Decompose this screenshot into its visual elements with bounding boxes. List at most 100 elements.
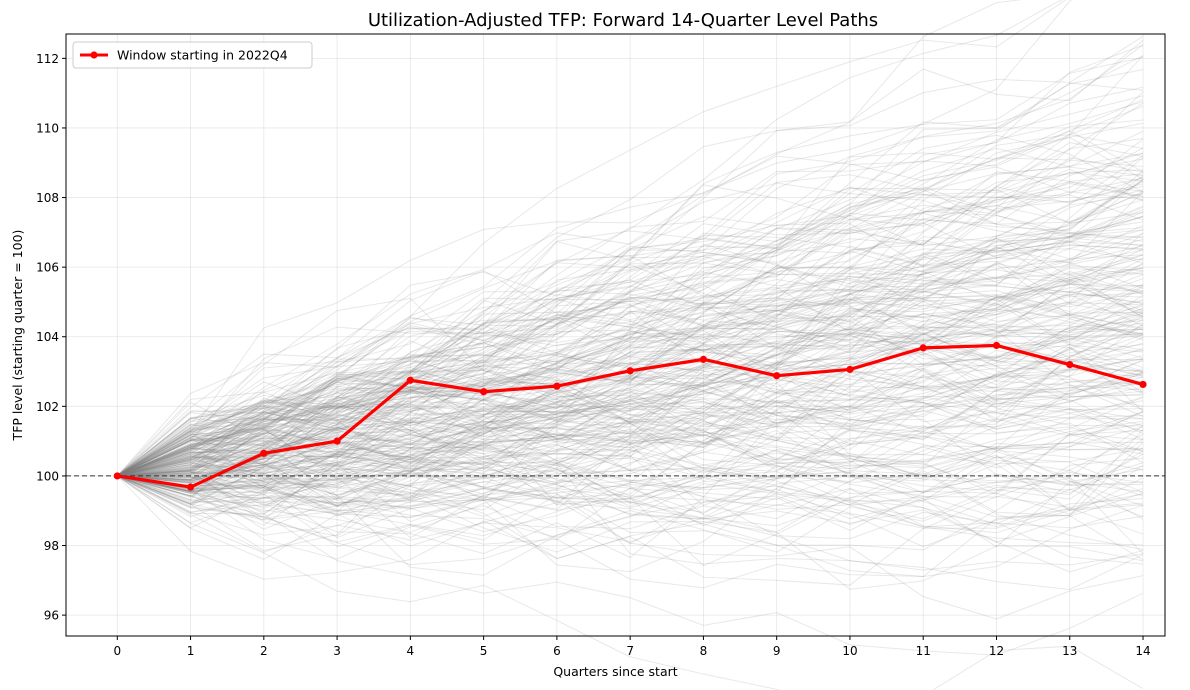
background-path	[117, 44, 1144, 477]
background-path	[117, 472, 1144, 586]
background-path	[117, 368, 1144, 477]
background-path	[117, 287, 1144, 478]
background-path	[116, 349, 1144, 477]
background-path	[117, 328, 1144, 537]
background-path	[117, 246, 1144, 477]
background-path	[117, 186, 1144, 477]
highlight-point	[1066, 360, 1074, 369]
highlight-point	[919, 344, 927, 352]
background-path	[117, 475, 1144, 590]
background-path	[117, 181, 1144, 477]
background-path	[117, 356, 1144, 511]
background-path	[117, 399, 1144, 504]
background-path	[117, 300, 1144, 477]
x-tick-label: 7	[626, 644, 634, 658]
background-path	[117, 185, 1144, 492]
background-path	[117, 378, 1144, 507]
background-path	[117, 450, 1144, 532]
background-path	[117, 285, 1144, 477]
background-path	[117, 313, 1144, 512]
background-path	[117, 328, 1144, 477]
background-path	[117, 468, 1144, 545]
background-path	[117, 291, 1144, 501]
background-path	[117, 456, 1144, 513]
background-path	[117, 312, 1144, 477]
background-path	[117, 0, 1067, 477]
background-path	[117, 263, 1144, 491]
background-path	[117, 36, 1144, 477]
background-path	[117, 314, 1144, 477]
background-path	[117, 267, 1144, 503]
background-path	[117, 147, 1144, 477]
background-path	[117, 389, 1144, 477]
background-path	[117, 211, 1144, 477]
background-path	[117, 136, 1144, 477]
background-path	[117, 400, 1144, 543]
background-path	[117, 475, 1144, 589]
background-path	[117, 310, 1144, 481]
background-path	[117, 270, 1144, 477]
highlight-series	[113, 341, 1147, 491]
y-tick-label: 108	[36, 191, 59, 205]
background-path	[117, 168, 1144, 477]
y-tick-label: 96	[44, 609, 59, 623]
background-path	[117, 372, 1144, 573]
background-path	[117, 339, 1144, 477]
background-path	[117, 274, 1144, 481]
background-path	[117, 205, 1144, 487]
background-path	[117, 325, 1144, 477]
highlight-point	[480, 388, 488, 396]
background-path	[117, 302, 1144, 504]
background-path	[117, 254, 1144, 477]
background-path	[117, 386, 1144, 506]
background-path	[116, 232, 1144, 477]
background-path	[117, 101, 1144, 477]
background-path	[116, 270, 1144, 477]
highlight-point	[846, 365, 854, 374]
x-tick-label: 5	[480, 644, 488, 658]
background-path	[117, 245, 1144, 477]
background-path	[117, 319, 1144, 477]
background-path	[117, 199, 1144, 477]
x-tick-label: 14	[1135, 644, 1150, 658]
background-path	[117, 439, 1144, 561]
background-path	[117, 442, 1144, 551]
highlight-point	[406, 376, 414, 384]
background-path	[117, 105, 1144, 477]
background-path	[117, 171, 1144, 477]
background-path	[117, 224, 1144, 477]
highlight-point	[553, 382, 561, 390]
chart-title: Utilization-Adjusted TFP: Forward 14-Qua…	[368, 10, 878, 31]
background-path	[117, 320, 1144, 483]
background-path	[117, 374, 1144, 503]
background-path	[116, 95, 1144, 477]
background-path	[117, 380, 1144, 491]
background-path	[117, 420, 1144, 510]
background-path	[116, 276, 1144, 477]
highlight-point	[333, 437, 341, 445]
background-path	[117, 189, 1144, 477]
background-path	[116, 254, 1144, 477]
background-path	[117, 347, 1144, 521]
background-path	[117, 420, 1144, 496]
background-path	[117, 234, 1144, 477]
background-path	[117, 410, 1144, 494]
plot-frame	[65, 33, 1166, 637]
background-path	[117, 299, 1144, 494]
x-tick-label: 4	[407, 644, 415, 658]
background-path	[117, 346, 1144, 477]
background-path	[116, 297, 1144, 546]
background-path	[117, 396, 1144, 477]
background-path	[117, 436, 1144, 567]
background-path	[117, 180, 1144, 499]
highlight-point	[186, 483, 195, 491]
background-path	[117, 272, 1144, 477]
y-tick-label: 100	[36, 469, 59, 483]
background-path	[117, 102, 1144, 494]
background-path	[117, 269, 1144, 481]
background-path	[117, 327, 1144, 495]
background-path	[116, 292, 1144, 477]
background-path	[117, 122, 1144, 477]
background-path	[117, 443, 1144, 525]
